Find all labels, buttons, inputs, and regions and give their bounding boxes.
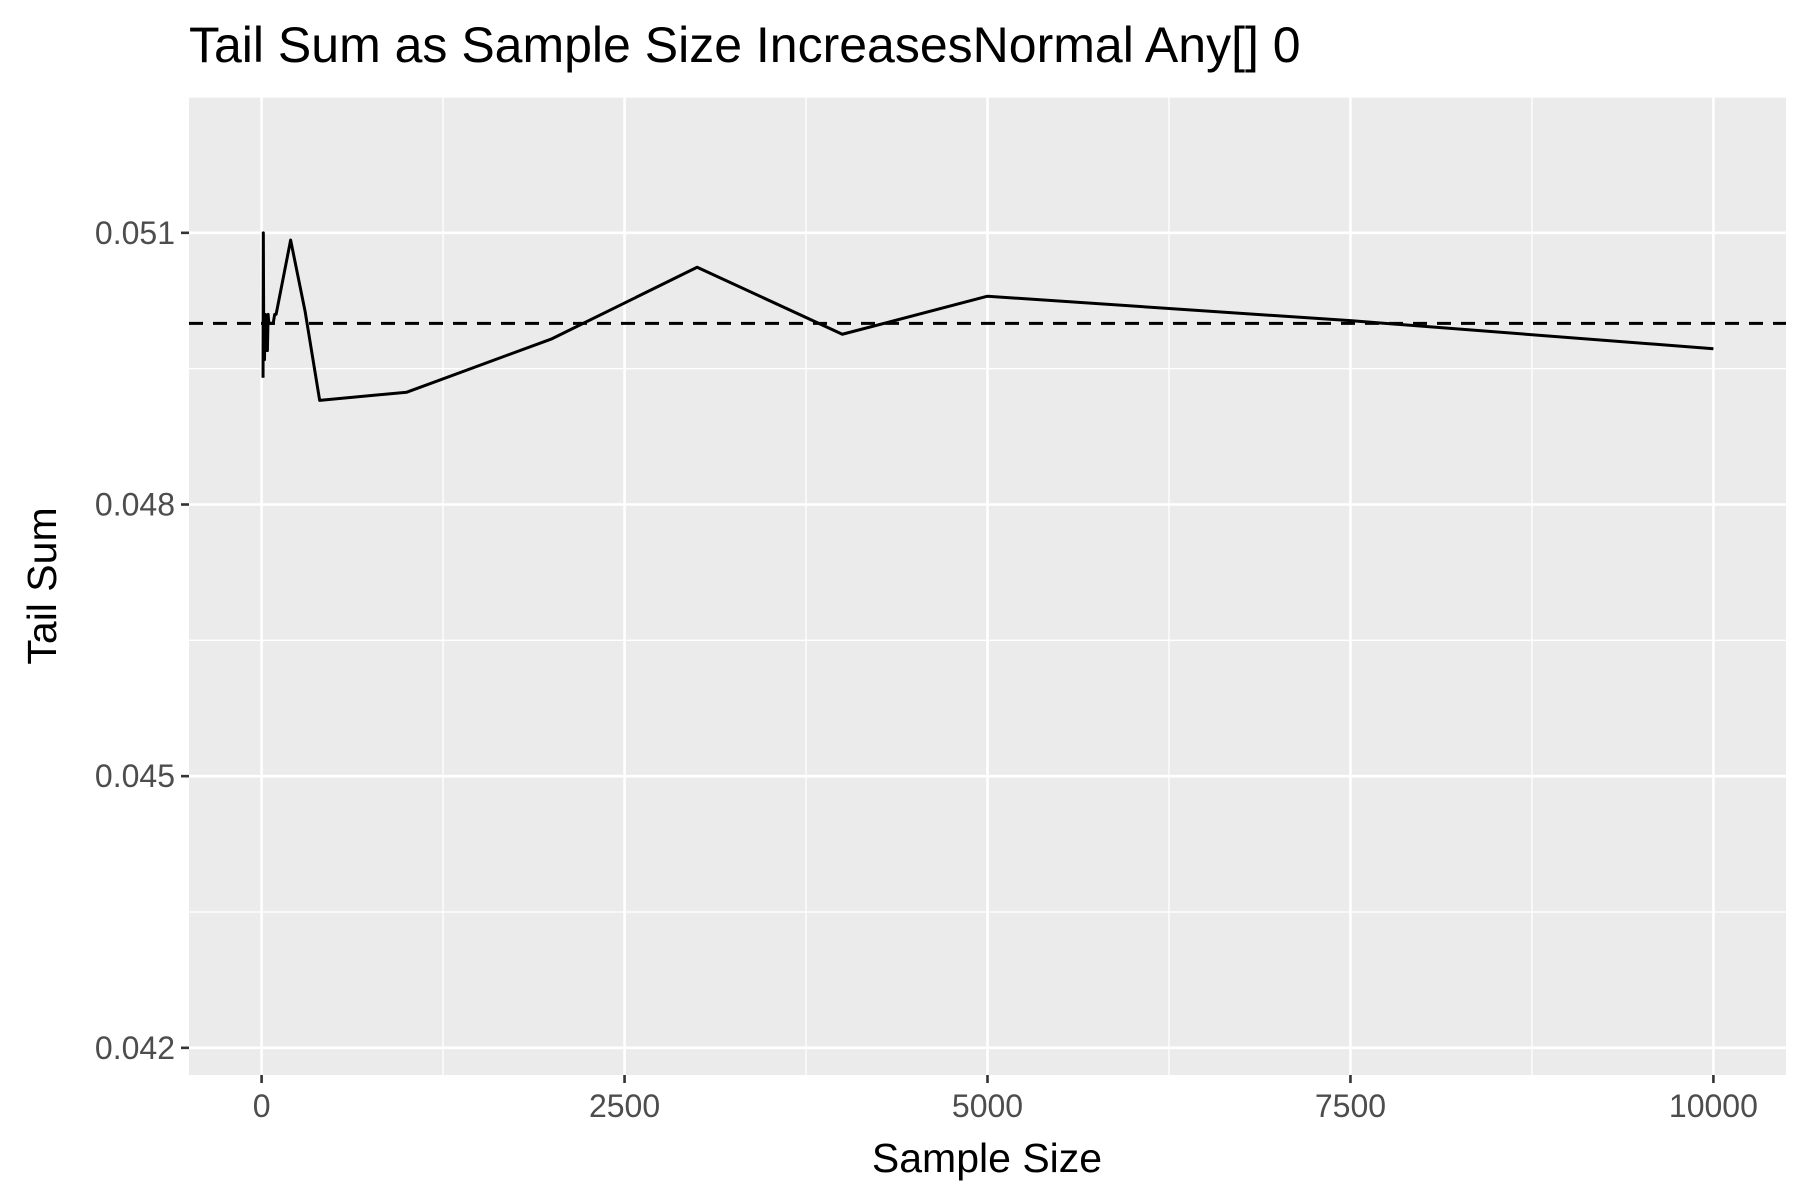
series-line: [261, 231, 1714, 402]
y-tick-label: 0.042: [95, 1030, 175, 1066]
x-tick-label: 0: [253, 1088, 271, 1124]
x-axis-title: Sample Size: [872, 1135, 1102, 1181]
y-axis: 0.042 0.045 0.048 0.051: [95, 215, 189, 1066]
x-tick-label: 7500: [1315, 1088, 1386, 1124]
x-tick-label: 2500: [589, 1088, 660, 1124]
y-axis-title: Tail Sum: [19, 507, 65, 664]
y-tick-label: 0.048: [95, 487, 175, 523]
major-gridlines: [189, 97, 1786, 1075]
y-tick-label: 0.045: [95, 758, 175, 794]
series-group: [261, 231, 1714, 402]
x-axis: 0 2500 5000 7500 10000: [253, 1075, 1758, 1124]
y-tick-label: 0.051: [95, 215, 175, 251]
x-tick-label: 10000: [1669, 1088, 1758, 1124]
x-tick-label: 5000: [952, 1088, 1023, 1124]
chart-title: Tail Sum as Sample Size IncreasesNormal …: [189, 17, 1301, 73]
